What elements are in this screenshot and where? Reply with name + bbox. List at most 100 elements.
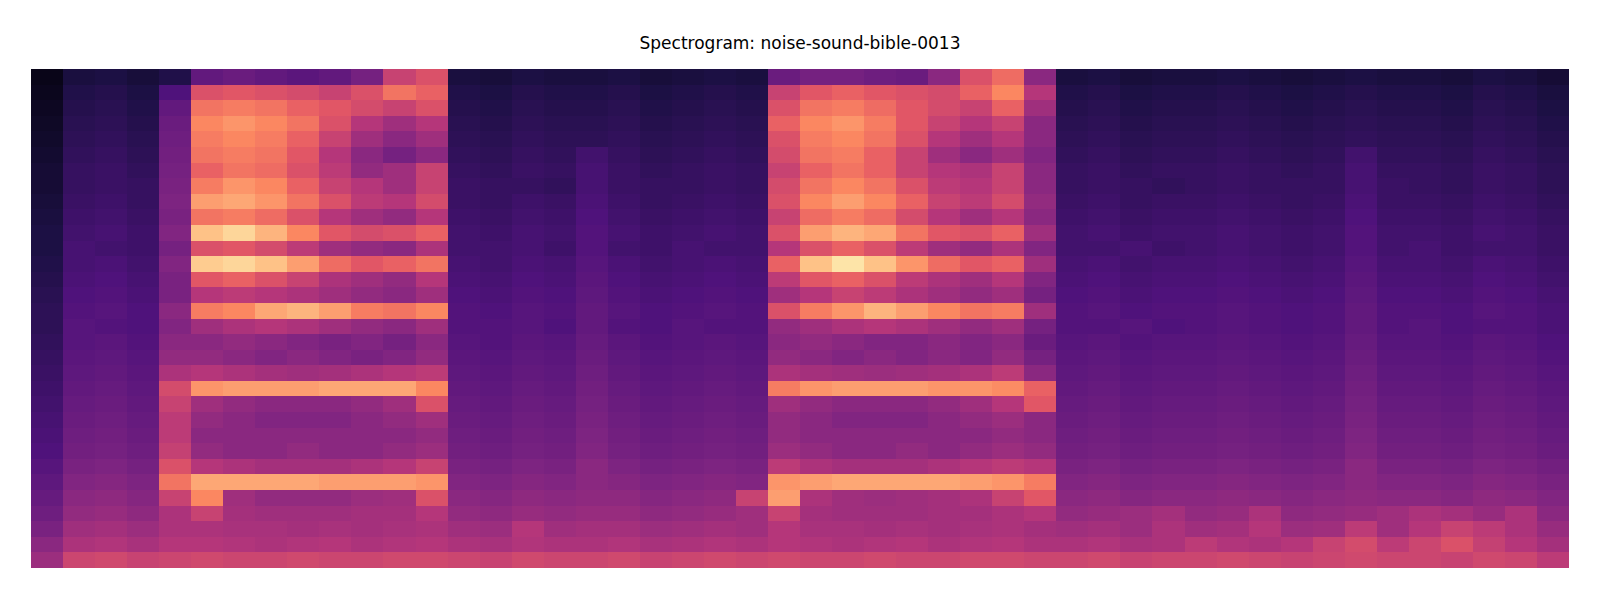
cell: [416, 178, 449, 194]
cell: [416, 225, 449, 241]
cell: [383, 287, 416, 303]
cell: [576, 69, 609, 85]
cell: [1473, 350, 1506, 366]
cell: [287, 319, 320, 335]
cell: [1441, 147, 1474, 163]
cell: [1120, 287, 1153, 303]
cell: [351, 85, 384, 101]
cell: [351, 459, 384, 475]
cell: [1152, 334, 1185, 350]
cell: [1088, 428, 1121, 444]
cell: [191, 506, 224, 522]
cell: [800, 350, 833, 366]
cell: [896, 178, 929, 194]
cell: [1537, 459, 1569, 475]
cell: [448, 428, 481, 444]
cell: [191, 428, 224, 444]
cell: [928, 428, 961, 444]
cell: [960, 116, 993, 132]
cell: [319, 396, 352, 412]
cell: [416, 412, 449, 428]
cell: [1441, 521, 1474, 537]
cell: [1281, 412, 1314, 428]
cell: [1281, 85, 1314, 101]
cell: [672, 490, 705, 506]
cell: [576, 131, 609, 147]
title: Spectrogram: noise-sound-bible-0013: [640, 33, 961, 53]
cell: [1249, 428, 1282, 444]
cell: [672, 443, 705, 459]
cell: [544, 225, 577, 241]
cell: [640, 209, 673, 225]
cell: [1056, 85, 1089, 101]
cell: [1281, 490, 1314, 506]
cell: [704, 506, 737, 522]
cell: [960, 490, 993, 506]
cell: [1088, 163, 1121, 179]
cell: [63, 537, 96, 553]
cell: [1217, 178, 1250, 194]
cell: [95, 85, 128, 101]
cell: [800, 131, 833, 147]
cell: [544, 147, 577, 163]
cell: [1441, 163, 1474, 179]
cell: [1088, 537, 1121, 553]
cell: [1056, 272, 1089, 288]
cell: [1473, 131, 1506, 147]
cell: [512, 209, 545, 225]
cell: [1249, 552, 1282, 568]
cell: [319, 428, 352, 444]
cell: [1185, 100, 1218, 116]
cell: [1185, 459, 1218, 475]
cell: [576, 350, 609, 366]
cell: [736, 334, 769, 350]
cell: [127, 319, 160, 335]
cell: [576, 287, 609, 303]
cell: [63, 194, 96, 210]
cell: [287, 334, 320, 350]
cell: [544, 178, 577, 194]
cell: [832, 537, 865, 553]
cell: [1024, 412, 1057, 428]
cell: [1024, 100, 1057, 116]
cell: [1088, 178, 1121, 194]
cell: [351, 537, 384, 553]
cell: [1313, 319, 1346, 335]
cell: [1152, 194, 1185, 210]
cell: [95, 319, 128, 335]
cell: [576, 85, 609, 101]
cell: [1473, 365, 1506, 381]
cell: [31, 459, 64, 475]
cell: [512, 178, 545, 194]
cell: [1088, 100, 1121, 116]
cell: [1281, 319, 1314, 335]
cell: [1024, 147, 1057, 163]
cell: [768, 163, 801, 179]
cell: [768, 537, 801, 553]
cell: [576, 552, 609, 568]
cell: [287, 490, 320, 506]
cell: [223, 365, 256, 381]
cell: [191, 131, 224, 147]
cell: [1185, 381, 1218, 397]
cell: [1505, 163, 1538, 179]
cell: [864, 521, 897, 537]
cell: [832, 116, 865, 132]
cell: [608, 552, 641, 568]
cell: [672, 303, 705, 319]
cell: [1217, 537, 1250, 553]
cell: [1185, 225, 1218, 241]
cell: [832, 381, 865, 397]
cell: [864, 100, 897, 116]
cell: [255, 459, 288, 475]
cell: [512, 256, 545, 272]
cell: [1377, 147, 1410, 163]
cell: [544, 319, 577, 335]
cell: [1152, 85, 1185, 101]
cell: [992, 225, 1025, 241]
cell: [383, 225, 416, 241]
cell: [255, 147, 288, 163]
cell: [1537, 209, 1569, 225]
cell: [928, 100, 961, 116]
cell: [928, 163, 961, 179]
